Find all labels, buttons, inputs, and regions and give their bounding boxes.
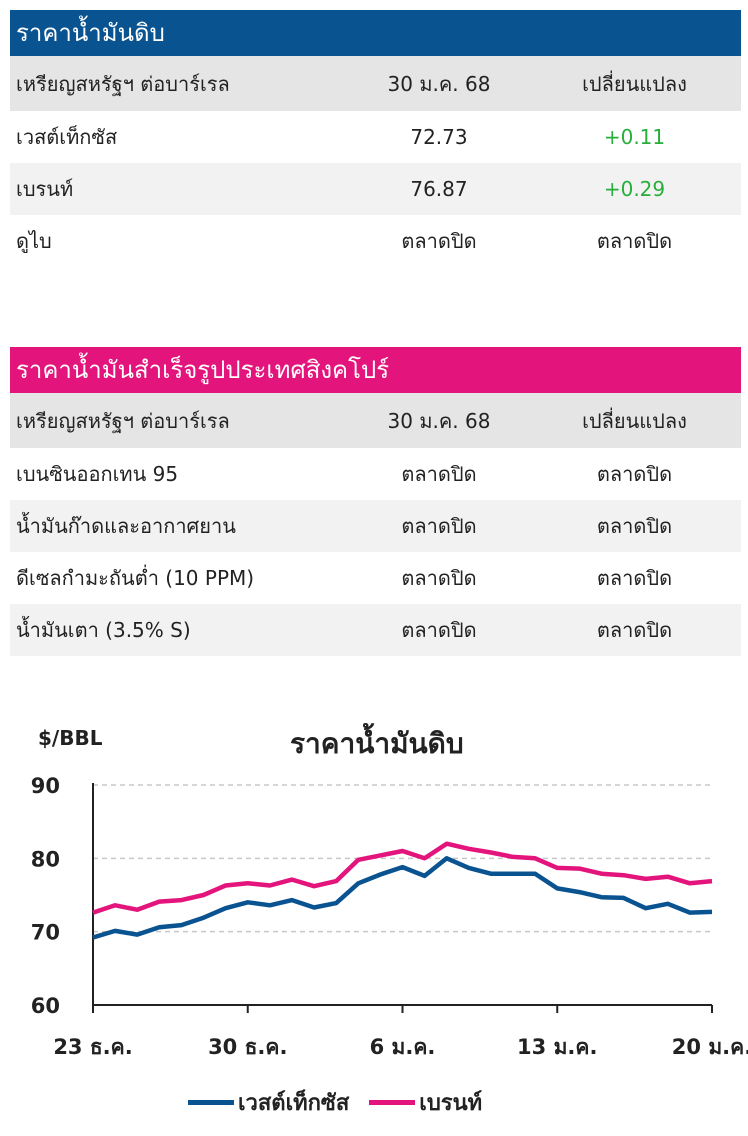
- row-change: +0.29: [603, 177, 666, 201]
- series-line-brent: [92, 841, 713, 915]
- row-price: ตลาดปิด: [401, 566, 477, 590]
- row-price: ตลาดปิด: [401, 514, 477, 538]
- row-name: เบนซินออกเทน 95: [16, 462, 179, 486]
- table-row-fuel-oil: น้ำมันเตา (3.5% S) ตลาดปิด ตลาดปิด: [10, 604, 741, 656]
- crude-oil-price-chart: 60 70 80 90 23 ธ.ค. 30 ธ.ค. 6 ม.ค. 13 ม.ค. 20 ม.…: [0, 700, 748, 1136]
- legend-item-wti: เวสต์เท็กซัส: [188, 1085, 349, 1120]
- row-change: +0.11: [603, 125, 666, 149]
- row-price: ตลาดปิด: [401, 618, 477, 642]
- y-tick-label: 60: [31, 994, 60, 1018]
- series-line-wti: [92, 856, 713, 940]
- table-row-wti: เวสต์เท็กซัส 72.73 +0.11: [10, 111, 741, 163]
- row-name: ดีเซลกำมะถันต่ำ (10 PPM): [16, 566, 255, 590]
- row-price: ตลาดปิด: [401, 229, 477, 253]
- y-tick-label: 90: [31, 774, 60, 798]
- y-tick-label: 80: [31, 847, 60, 871]
- x-tick-label: 6 ม.ค.: [370, 1035, 436, 1059]
- row-change: ตลาดปิด: [596, 618, 673, 642]
- legend-swatch-wti: [188, 1100, 234, 1105]
- legend-label-wti: เวสต์เท็กซัส: [238, 1091, 350, 1116]
- header-change: เปลี่ยนแปลง: [582, 71, 687, 96]
- chart-plot: 60 70 80 90 23 ธ.ค. 30 ธ.ค. 6 ม.ค. 13 ม.ค. 20 ม.…: [31, 774, 748, 1059]
- header-date: 30 ม.ค. 68: [387, 71, 491, 96]
- row-name: น้ำมันเตา (3.5% S): [16, 618, 191, 642]
- x-tick-label: 23 ธ.ค.: [53, 1035, 132, 1059]
- row-change: ตลาดปิด: [596, 462, 673, 486]
- x-tick-label: 30 ธ.ค.: [208, 1035, 287, 1059]
- x-tick-label: 13 ม.ค.: [517, 1035, 597, 1059]
- legend-item-brent: เบรนท์: [369, 1085, 482, 1120]
- y-axis-unit-label: $/BBL: [38, 726, 103, 750]
- row-price: ตลาดปิด: [401, 462, 477, 486]
- header-unit: เหรียญสหรัฐฯ ต่อบาร์เรล: [16, 71, 230, 96]
- row-price: 76.87: [410, 177, 468, 201]
- singapore-table-header: เหรียญสหรัฐฯ ต่อบาร์เรล 30 ม.ค. 68 เปลี่…: [10, 393, 741, 448]
- chart-legend: เวสต์เท็กซัส เบรนท์: [188, 1085, 502, 1120]
- table-row-dubai: ดูไบ ตลาดปิด ตลาดปิด: [10, 215, 741, 267]
- row-name: เบรนท์: [16, 177, 74, 201]
- table-row-diesel: ดีเซลกำมะถันต่ำ (10 PPM) ตลาดปิด ตลาดปิด: [10, 552, 741, 604]
- header-change: เปลี่ยนแปลง: [582, 408, 687, 433]
- table-row-brent: เบรนท์ 76.87 +0.29: [10, 163, 741, 215]
- table-row-gasoline: เบนซินออกเทน 95 ตลาดปิด ตลาดปิด: [10, 448, 741, 500]
- header-unit: เหรียญสหรัฐฯ ต่อบาร์เรล: [16, 408, 230, 433]
- table-row-jet-kerosene: น้ำมันก๊าดและอากาศยาน ตลาดปิด ตลาดปิด: [10, 500, 741, 552]
- row-change: ตลาดปิด: [596, 229, 673, 253]
- x-tick-label: 20 ม.ค.: [672, 1035, 748, 1059]
- y-tick-label: 70: [31, 921, 60, 945]
- row-change: ตลาดปิด: [596, 514, 673, 538]
- singapore-products-table: ราคาน้ำมันสำเร็จรูปประเทศสิงคโปร์ เหรียญ…: [10, 347, 741, 656]
- legend-label-brent: เบรนท์: [419, 1091, 483, 1116]
- crude-table-header: เหรียญสหรัฐฯ ต่อบาร์เรล 30 ม.ค. 68 เปลี่…: [10, 56, 741, 111]
- row-change: ตลาดปิด: [596, 566, 673, 590]
- legend-swatch-brent: [369, 1100, 416, 1105]
- singapore-table-title: ราคาน้ำมันสำเร็จรูปประเทศสิงคโปร์: [10, 347, 741, 393]
- chart-title: ราคาน้ำมันดิบ: [290, 727, 464, 760]
- header-date: 30 ม.ค. 68: [387, 408, 491, 433]
- crude-table-title: ราคาน้ำมันดิบ: [10, 10, 741, 56]
- row-name: ดูไบ: [16, 229, 52, 253]
- row-name: น้ำมันก๊าดและอากาศยาน: [16, 514, 236, 538]
- row-price: 72.73: [410, 125, 468, 149]
- crude-oil-table: ราคาน้ำมันดิบ เหรียญสหรัฐฯ ต่อบาร์เรล 30…: [10, 10, 741, 267]
- row-name: เวสต์เท็กซัส: [16, 125, 118, 149]
